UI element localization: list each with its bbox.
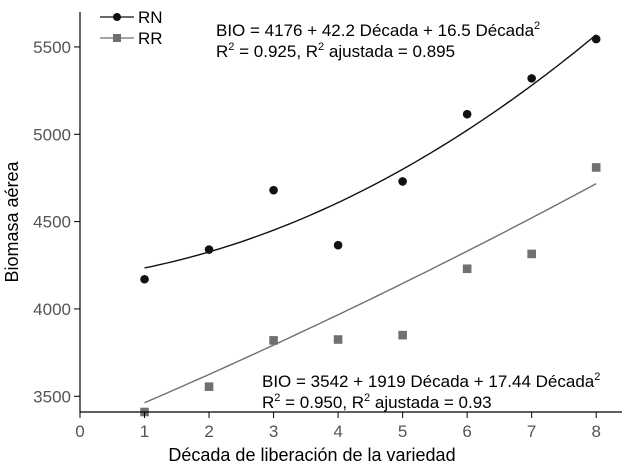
- y-axis-title: Biomasa aérea: [2, 160, 22, 282]
- point-rr-5: [398, 330, 407, 340]
- point-rr-6: [462, 264, 472, 274]
- annotation-rr-r2-b: = 0.950, R: [280, 393, 364, 412]
- legend-marker-rr: [113, 34, 121, 42]
- annotation-rr-r2: R2 = 0.950, R2 ajustada = 0.93: [262, 392, 492, 412]
- annotation-rr-equation-text: BIO = 3542 + 1919 Década + 17.44 Década: [262, 372, 595, 391]
- annotation-rn-r2-a: R: [216, 42, 228, 61]
- point-rn-1: [140, 274, 149, 284]
- x-tick-label-8: 8: [591, 422, 600, 441]
- annotation-rn-r2: R2 = 0.925, R2 ajustada = 0.895: [216, 41, 455, 61]
- x-tick-label-3: 3: [269, 422, 278, 441]
- legend-item-rn: RN: [100, 8, 163, 27]
- annotation-rr-equation-sup: 2: [594, 371, 600, 383]
- y-tick-label-5000: 5000: [33, 125, 71, 144]
- y-tick-label-4500: 4500: [33, 213, 71, 232]
- y-tick-label-5500: 5500: [33, 38, 71, 57]
- annotation-rn-r2-a-sup: 2: [228, 41, 234, 53]
- x-tick-label-0: 0: [75, 422, 84, 441]
- point-rr-2: [204, 382, 214, 391]
- fit-curve-rr: [144, 183, 597, 404]
- annotation-rr-r2-a-sup: 2: [274, 392, 280, 404]
- annotation-rr-r2-a: R: [262, 393, 274, 412]
- annotation-rn-r2-c: ajustada = 0.895: [324, 42, 455, 61]
- annotation-rn-equation: BIO = 4176 + 42.2 Década + 16.5 Década2: [216, 20, 540, 40]
- x-tick-label-4: 4: [333, 422, 342, 441]
- point-rn-3: [269, 185, 278, 195]
- annotation-rn-r2-b: = 0.925, R: [234, 42, 318, 61]
- legend-marker-rn: [113, 13, 121, 21]
- legend-label-rr: RR: [138, 29, 163, 48]
- x-tick-label-6: 6: [462, 422, 471, 441]
- legend-label-rn: RN: [138, 8, 163, 27]
- y-axis-ticks: 3500 4000 4500 5000 5500: [33, 38, 80, 406]
- point-rr-7: [527, 249, 536, 259]
- point-rr-4: [333, 335, 343, 344]
- fit-curve-rn: [144, 34, 597, 269]
- y-tick-label-3500: 3500: [33, 387, 71, 406]
- x-tick-label-1: 1: [140, 422, 149, 441]
- point-rn-6: [462, 109, 472, 119]
- point-rn-4: [333, 240, 343, 250]
- annotation-rr-equation: BIO = 3542 + 1919 Década + 17.44 Década2: [262, 371, 600, 391]
- x-axis-title: Década de liberación de la variedad: [168, 445, 455, 465]
- legend-item-rr: RR: [100, 29, 163, 48]
- x-tick-label-7: 7: [527, 422, 536, 441]
- annotation-rn-r2-b-sup: 2: [318, 41, 324, 53]
- y-tick-label-4000: 4000: [33, 300, 71, 319]
- fit-curves: [144, 34, 597, 404]
- point-rn-8: [591, 34, 601, 44]
- point-rn-5: [398, 177, 407, 186]
- point-rr-8: [591, 163, 601, 172]
- annotation-rn-equation-text: BIO = 4176 + 42.2 Década + 16.5 Década: [216, 21, 535, 40]
- data-points: [140, 34, 601, 417]
- x-tick-label-2: 2: [204, 422, 213, 441]
- x-axis-ticks: 0 1 2 3 4 5 6 7 8: [75, 412, 601, 441]
- point-rn-2: [204, 245, 214, 254]
- annotation-rn: BIO = 4176 + 42.2 Década + 16.5 Década2 …: [216, 20, 540, 61]
- annotation-rn-equation-sup: 2: [534, 20, 540, 32]
- annotation-rr-r2-c: ajustada = 0.93: [370, 393, 491, 412]
- annotation-rr-r2-b-sup: 2: [364, 392, 370, 404]
- x-tick-label-5: 5: [398, 422, 407, 441]
- point-rn-7: [527, 74, 536, 83]
- legend: RN RR: [100, 8, 163, 48]
- annotation-rr: BIO = 3542 + 1919 Década + 17.44 Década2…: [262, 371, 600, 412]
- point-rr-3: [269, 336, 278, 345]
